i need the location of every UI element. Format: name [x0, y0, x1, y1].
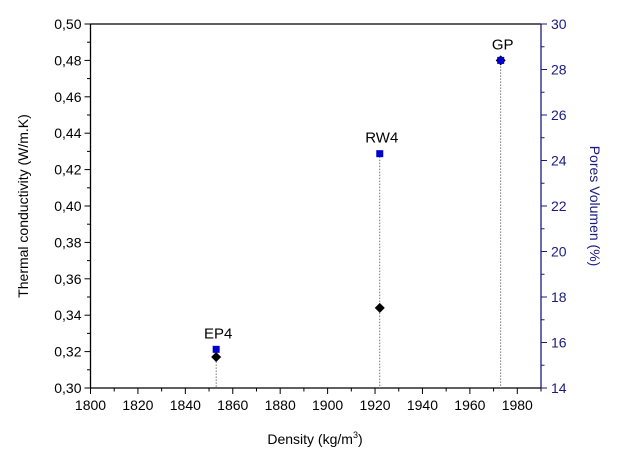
y2-tick-label: 30: [551, 16, 567, 32]
y-tick-label: 0,44: [54, 125, 81, 141]
x-axis-label: Density (kg/m3): [267, 430, 362, 447]
y-tick-label: 0,38: [54, 234, 81, 250]
x-tick-label: 1960: [454, 397, 485, 413]
y-tick-label: 0,34: [54, 307, 81, 323]
y-tick-label: 0,36: [54, 271, 81, 287]
y2-tick-label: 26: [551, 107, 567, 123]
conductivity-marker: [374, 302, 385, 313]
x-tick-label: 1880: [265, 397, 296, 413]
y2-axis-label: Pores Volumen (%): [587, 146, 603, 267]
y-tick-label: 0,50: [54, 16, 81, 32]
x-tick-label: 1820: [122, 397, 153, 413]
x-tick-label: 1840: [170, 397, 201, 413]
pores-marker: [376, 150, 384, 158]
y2-tick-label: 28: [551, 62, 567, 78]
point-label: RW4: [365, 130, 398, 147]
y2-tick-label: 16: [551, 335, 567, 351]
y2-tick-label: 24: [551, 153, 567, 169]
point-label: EP4: [204, 325, 232, 342]
y2-tick-label: 22: [551, 198, 567, 214]
pores-marker: [497, 56, 505, 64]
y-tick-label: 0,30: [54, 380, 81, 396]
y-tick-label: 0,48: [54, 52, 81, 68]
y-tick-label: 0,42: [54, 162, 81, 178]
x-tick-label: 1920: [359, 397, 390, 413]
point-label: GP: [492, 36, 514, 53]
x-tick-label: 1800: [75, 397, 106, 413]
x-tick-label: 1900: [312, 397, 343, 413]
y-tick-label: 0,46: [54, 89, 81, 105]
y-axis-label: Thermal conductivity (W/m.K): [15, 114, 31, 298]
y2-tick-label: 20: [551, 244, 567, 260]
pores-marker: [212, 345, 220, 353]
y-tick-label: 0,32: [54, 344, 81, 360]
x-tick-label: 1980: [502, 397, 533, 413]
x-tick-label: 1940: [407, 397, 438, 413]
y-tick-label: 0,40: [54, 198, 81, 214]
conductivity-marker: [211, 352, 222, 363]
y2-tick-label: 14: [551, 380, 567, 396]
y2-tick-label: 18: [551, 289, 567, 305]
x-tick-label: 1860: [217, 397, 248, 413]
